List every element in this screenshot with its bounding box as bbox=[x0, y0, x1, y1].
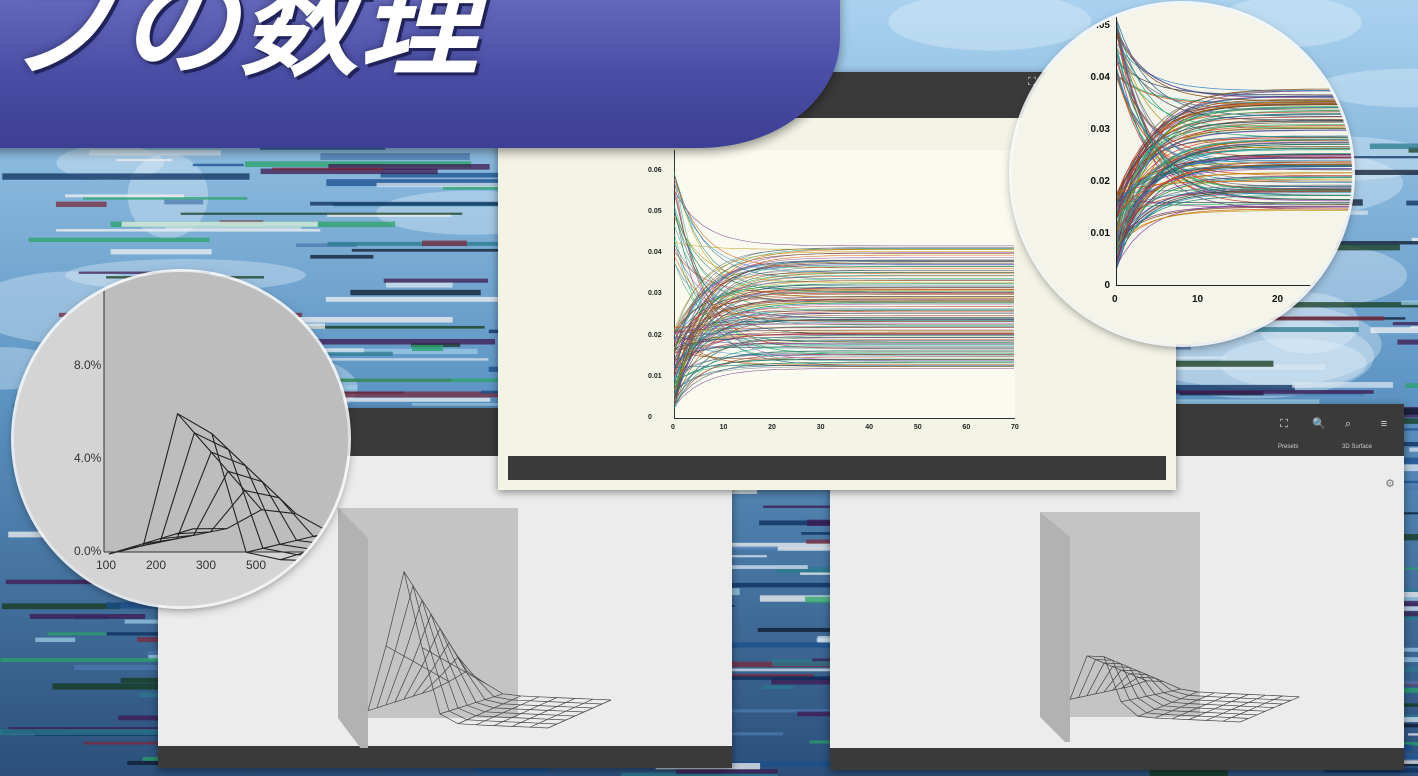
x-tick-label: 0 bbox=[671, 424, 675, 431]
mag-y-tick-label: 0.01 bbox=[1090, 228, 1110, 240]
y-tick-label: 0.02 bbox=[648, 331, 662, 339]
y-tick-label: 0.03 bbox=[648, 290, 662, 298]
mag-x-tick-label: 10 bbox=[1192, 294, 1204, 305]
y-tick-label: 0.04 bbox=[648, 249, 662, 257]
zoom-magnifier-left: 0.0% 4.0% 8.0% 100 200 300 500 bbox=[14, 272, 348, 606]
mag-y-tick-label: 0.03 bbox=[1090, 124, 1110, 136]
mag-x-tick-label: 0 bbox=[1112, 294, 1118, 305]
y-tick-label: 0 bbox=[648, 414, 652, 421]
mag-y-tick-label: 0 bbox=[1104, 280, 1110, 291]
mag-x-tick-label: 20 bbox=[1272, 294, 1284, 305]
surface-plot-left bbox=[338, 508, 612, 748]
zoom-magnifier-top: 0 0.01 0.02 0.03 0.04 0.05 0 10 20 bbox=[1012, 4, 1352, 344]
settings-icon[interactable]: ⚙ bbox=[1385, 478, 1395, 490]
mag-y-tick-label: 0.02 bbox=[1090, 176, 1110, 188]
window-status-bar bbox=[830, 748, 1404, 770]
mag-y-tick-label: 0.05 bbox=[1090, 20, 1110, 32]
surface-plot-right bbox=[1040, 512, 1300, 742]
window-status-bar bbox=[158, 746, 732, 768]
mag-y-tick-label: 4.0% bbox=[74, 451, 102, 465]
x-tick-label: 60 bbox=[962, 424, 971, 431]
mag-y-tick-label: 8.0% bbox=[74, 358, 102, 372]
mag-y-tick-label: 0.0% bbox=[74, 544, 102, 558]
fullscreen-icon[interactable]: ⛶ bbox=[1028, 76, 1036, 88]
mag-x-tick-label: 200 bbox=[146, 558, 167, 572]
y-tick-label: 0.05 bbox=[648, 207, 662, 215]
magnified-line-chart bbox=[1116, 17, 1352, 271]
menu-icon[interactable]: ≡ bbox=[1380, 418, 1388, 430]
x-tick-label: 70 bbox=[1011, 424, 1019, 431]
x-tick-label: 50 bbox=[913, 424, 922, 431]
title-banner: ブの数理 bbox=[0, 0, 840, 148]
x-tick-label: 10 bbox=[719, 424, 728, 431]
zoom-in-icon[interactable]: 🔍 bbox=[1312, 418, 1326, 430]
presets-label[interactable]: Presets bbox=[1278, 444, 1299, 450]
window-status-bar bbox=[508, 456, 1166, 480]
search-icon[interactable]: ⌕ bbox=[1344, 418, 1352, 430]
mag-x-tick-label: 300 bbox=[196, 558, 217, 572]
x-tick-label: 20 bbox=[768, 424, 776, 431]
x-tick-label: 30 bbox=[816, 424, 825, 431]
surface-label[interactable]: 3D Surface bbox=[1342, 444, 1373, 450]
banner-title: ブの数理 bbox=[0, 0, 481, 93]
magnified-surface bbox=[103, 272, 348, 563]
mag-y-tick-label: 0.04 bbox=[1090, 72, 1110, 84]
mag-x-tick-label: 100 bbox=[96, 558, 117, 572]
y-tick-label: 0.06 bbox=[648, 166, 662, 174]
mag-x-tick-label: 500 bbox=[246, 558, 267, 572]
line-chart bbox=[674, 170, 1014, 410]
x-tick-label: 40 bbox=[865, 424, 874, 431]
y-tick-label: 0.01 bbox=[648, 372, 662, 380]
fullscreen-icon[interactable]: ⛶ bbox=[1280, 418, 1288, 430]
